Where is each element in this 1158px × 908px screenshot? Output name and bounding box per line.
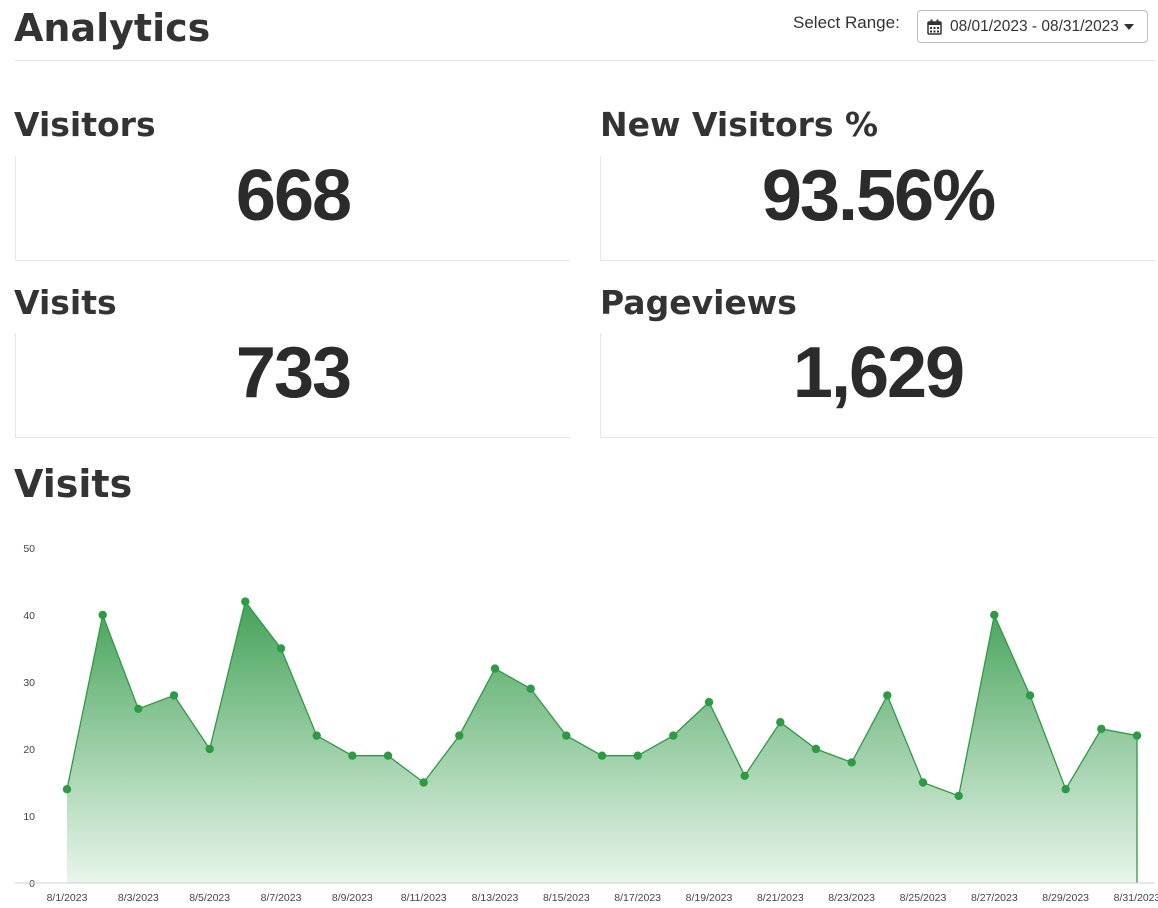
x-tick-label: 8/1/2023 — [47, 892, 88, 904]
data-point[interactable] — [490, 664, 500, 673]
visits-value: 733 — [235, 333, 352, 413]
visitors-value: 668 — [235, 156, 352, 236]
data-point[interactable] — [98, 610, 107, 620]
y-tick-label: 30 — [23, 677, 35, 689]
y-tick-label: 40 — [23, 610, 35, 622]
chart-title: Visits — [14, 462, 133, 506]
data-point[interactable] — [597, 751, 607, 760]
caret-down-icon — [1123, 23, 1134, 30]
range-label: Select Range: — [793, 13, 900, 32]
area-fill — [67, 601, 1137, 883]
data-point[interactable] — [740, 771, 749, 780]
x-tick-label: 8/27/2023 — [971, 892, 1018, 904]
visits-area-chart: 0 10 20 30 40 50 8/1/2023 8/3/2023 8/5/2023 8/7/… — [15, 543, 1158, 904]
data-point[interactable] — [883, 691, 892, 700]
x-tick-label: 8/9/2023 — [332, 892, 373, 904]
x-tick-label: 8/19/2023 — [686, 892, 733, 904]
page-title: Analytics — [14, 6, 211, 50]
date-range-value: 08/01/2023 - 08/31/2023 — [950, 17, 1119, 35]
data-point[interactable] — [990, 610, 999, 620]
new-visitors-card: 93.56% — [600, 156, 1155, 261]
data-point[interactable] — [811, 744, 821, 754]
visits-label: Visits — [14, 283, 117, 322]
data-point[interactable] — [1025, 691, 1035, 700]
data-point[interactable] — [954, 791, 963, 801]
x-tick-label: 8/17/2023 — [614, 892, 661, 904]
date-range-picker[interactable]: 08/01/2023 - 08/31/2023 — [917, 10, 1148, 43]
pageviews-card: 1,629 — [600, 333, 1155, 438]
data-point[interactable] — [276, 644, 286, 653]
x-tick-label: 8/15/2023 — [543, 892, 590, 904]
data-point[interactable] — [348, 751, 357, 760]
data-point[interactable] — [205, 744, 214, 754]
data-point[interactable] — [383, 751, 393, 760]
x-tick-label: 8/3/2023 — [118, 892, 159, 904]
data-point[interactable] — [1132, 731, 1142, 740]
pageviews-value: 1,629 — [792, 333, 965, 413]
data-point[interactable] — [704, 697, 714, 707]
y-tick-label: 10 — [23, 811, 35, 823]
x-tick-label: 8/25/2023 — [900, 892, 947, 904]
data-point[interactable] — [918, 778, 928, 787]
calendar-icon — [927, 19, 942, 35]
visitors-label: Visitors — [14, 105, 156, 144]
data-point[interactable] — [241, 597, 250, 606]
data-point[interactable] — [1097, 724, 1106, 734]
x-tick-label: 8/31/2023 — [1114, 892, 1158, 904]
data-point[interactable] — [134, 704, 143, 713]
pageviews-label: Pageviews — [600, 283, 797, 322]
y-tick-label: 0 — [29, 878, 35, 890]
x-tick-label: 8/29/2023 — [1042, 892, 1089, 904]
visitors-card: 668 — [15, 156, 570, 261]
data-point[interactable] — [669, 731, 678, 740]
data-point[interactable] — [455, 731, 464, 740]
header-divider — [15, 60, 1155, 61]
visits-card: 733 — [15, 333, 570, 438]
data-point[interactable] — [562, 731, 571, 740]
data-point[interactable] — [1061, 785, 1070, 794]
x-tick-label: 8/11/2023 — [401, 892, 447, 904]
y-tick-label: 20 — [23, 744, 35, 756]
data-point[interactable] — [62, 785, 72, 794]
x-tick-label: 8/5/2023 — [189, 892, 230, 904]
data-point[interactable] — [847, 758, 856, 767]
data-point[interactable] — [776, 718, 785, 727]
new-visitors-value: 93.56% — [761, 156, 996, 236]
visits-series-line — [66, 600, 1138, 883]
data-point[interactable] — [419, 778, 428, 787]
x-tick-label: 8/13/2023 — [472, 892, 519, 904]
data-point[interactable] — [633, 751, 642, 760]
x-tick-label: 8/7/2023 — [261, 892, 302, 904]
x-tick-label: 8/21/2023 — [757, 892, 804, 904]
new-visitors-label: New Visitors % — [600, 105, 879, 144]
data-point[interactable] — [526, 684, 535, 693]
data-point[interactable] — [312, 731, 321, 740]
data-point[interactable] — [169, 691, 179, 700]
x-tick-label: 8/23/2023 — [828, 892, 875, 904]
y-tick-label: 50 — [23, 543, 35, 555]
